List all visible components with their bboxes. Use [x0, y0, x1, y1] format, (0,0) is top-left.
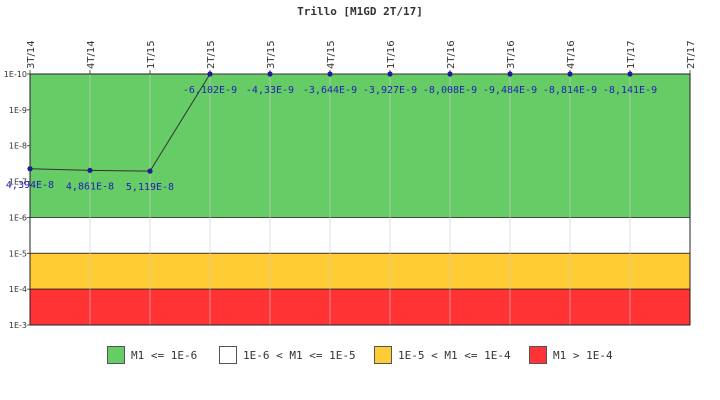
y-tick-label: 1E-4: [9, 285, 27, 294]
y-axis: 1E-10 1E-9 1E-8 1E-7 1E-6 1E-5 1E-4 1E-3: [4, 70, 30, 330]
x-tick-label: 2T/17: [686, 40, 697, 69]
y-tick-label: 1E-7: [9, 178, 27, 187]
y-tick-label: 1E-5: [9, 249, 27, 258]
legend-label: 1E-6 < M1 <= 1E-5: [243, 348, 356, 362]
x-tick-label: 3T/15: [266, 40, 277, 69]
x-tick-label: 1T/15: [146, 40, 157, 69]
data-point: [27, 166, 33, 172]
legend: M1 <= 1E-6 1E-6 < M1 <= 1E-5 1E-5 < M1 <= …: [0, 344, 720, 368]
data-label: -4,33E-9: [246, 85, 294, 96]
y-tick-label: 1E-3: [9, 321, 27, 330]
band-0: [29, 73, 691, 218]
x-tick-label: 4T/15: [326, 40, 337, 69]
x-tick-label: 2T/15: [206, 40, 217, 69]
data-point: [567, 71, 573, 77]
data-label: -8,008E-9: [423, 85, 477, 96]
data-labels: 4,394E-8 4,861E-8 5,119E-8 -6,102E-9 -4,33E-…: [6, 85, 657, 193]
legend-swatch: [374, 346, 392, 364]
chart-title: Trillo [M1GD 2T/17]: [297, 5, 423, 18]
data-point: [87, 167, 93, 173]
legend-label: M1 > 1E-4: [553, 348, 613, 362]
legend-item: 1E-5 < M1 <= 1E-4: [374, 344, 511, 366]
data-label: -3,644E-9: [303, 85, 357, 96]
data-point: [507, 71, 513, 77]
y-tick-label: 1E-6: [9, 213, 27, 222]
legend-swatch: [219, 346, 237, 364]
x-tick-label: 4T/14: [86, 40, 97, 69]
data-label: -6,102E-9: [183, 85, 237, 96]
x-axis: 3T/14 4T/14 1T/15 2T/15 3T/15 4T/15 1T/16 2T/16…: [26, 40, 697, 74]
grid-lines: [29, 73, 691, 326]
y-tick-label: 1E-8: [9, 142, 27, 151]
x-tick-label: 3T/14: [26, 40, 37, 69]
band-1: [29, 217, 691, 254]
legend-swatch: [529, 346, 547, 364]
x-tick-label: 4T/16: [566, 40, 577, 69]
band-2: [29, 252, 691, 290]
legend-item: M1 <= 1E-6: [107, 344, 197, 366]
data-point: [327, 71, 333, 77]
legend-swatch: [107, 346, 125, 364]
legend-label: M1 <= 1E-6: [131, 348, 198, 362]
x-tick-label: 1T/16: [386, 40, 397, 69]
y-tick-label: 1E-10: [4, 70, 27, 79]
data-label: -3,927E-9: [363, 85, 417, 96]
data-point: [387, 71, 393, 77]
data-label: -9,484E-9: [483, 85, 537, 96]
data-label: -8,141E-9: [603, 85, 657, 96]
band-3: [29, 288, 691, 326]
legend-label: 1E-5 < M1 <= 1E-4: [398, 348, 511, 362]
y-tick-label: 1E-9: [9, 106, 27, 115]
risk-bands: [29, 73, 691, 326]
x-tick-label: 3T/16: [506, 40, 517, 69]
data-point: [627, 71, 633, 77]
series-line: [27, 71, 633, 174]
data-point: [267, 71, 273, 77]
x-tick-label: 1T/17: [626, 40, 637, 69]
legend-item: M1 > 1E-4: [529, 344, 613, 366]
legend-item: 1E-6 < M1 <= 1E-5: [219, 344, 356, 366]
data-label: -8,814E-9: [543, 85, 597, 96]
data-point: [447, 71, 453, 77]
data-label: 4,394E-8: [6, 180, 54, 191]
data-point: [207, 71, 213, 77]
data-label: 4,861E-8: [66, 181, 114, 192]
data-point: [147, 168, 153, 174]
data-label: 5,119E-8: [126, 182, 174, 193]
x-tick-label: 2T/16: [446, 40, 457, 69]
